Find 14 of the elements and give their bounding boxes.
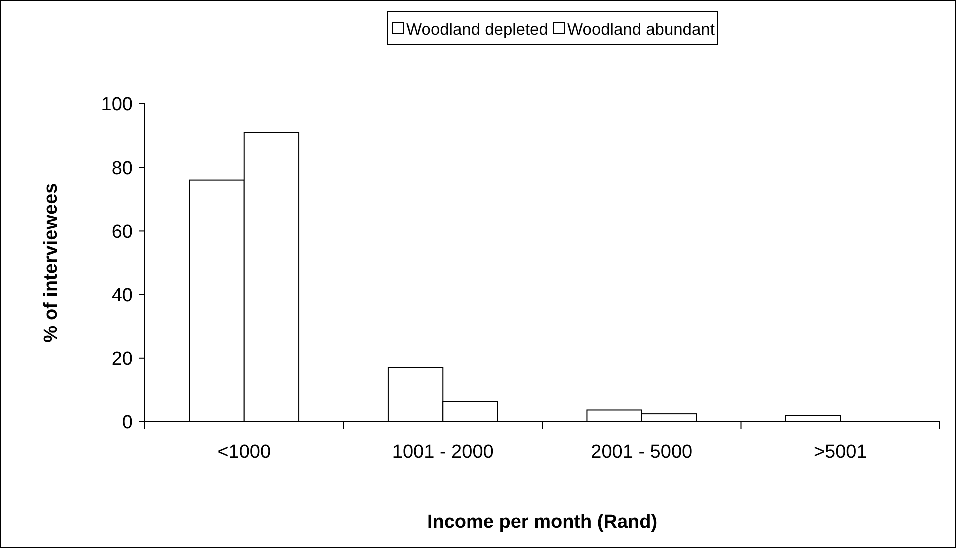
y-tick-label: 100 xyxy=(101,94,133,116)
legend-label: Woodland abundant xyxy=(568,20,716,39)
legend-label: Woodland depleted xyxy=(406,20,548,39)
y-tick-label: 60 xyxy=(112,222,133,243)
x-tick-label: 2001 - 5000 xyxy=(591,442,693,463)
y-tick-label: 0 xyxy=(122,412,133,434)
x-axis-title: Income per month (Rand) xyxy=(427,512,658,533)
x-tick-label: >5001 xyxy=(814,442,868,463)
y-axis-title: % of interviewees xyxy=(41,183,62,343)
y-tick-label: 80 xyxy=(112,158,133,180)
y-tick-label: 40 xyxy=(112,285,133,306)
x-tick-label: <1000 xyxy=(218,442,272,463)
x-tick-label: 1001 - 2000 xyxy=(392,442,494,463)
y-tick-label: 20 xyxy=(112,349,133,370)
